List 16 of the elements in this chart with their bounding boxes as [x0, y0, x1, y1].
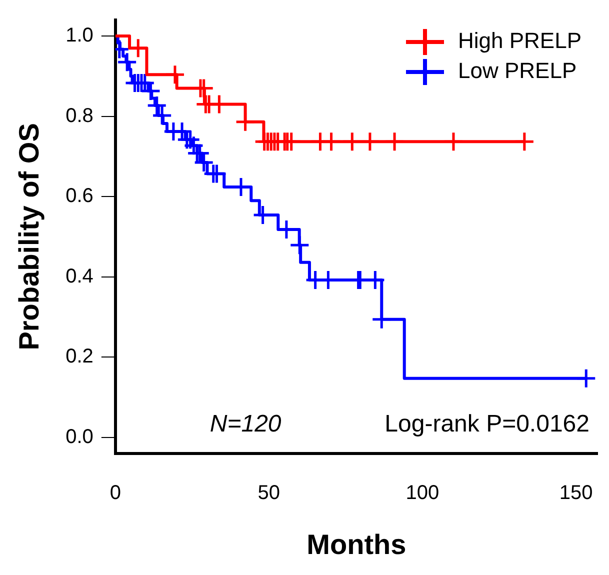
legend-label: High PRELP: [458, 28, 582, 54]
x-axis-title: Months: [306, 528, 406, 560]
y-tick-label: 0.0: [66, 426, 94, 448]
y-axis-title: Probability of OS: [14, 123, 45, 350]
y-tick-label: 0.8: [66, 104, 94, 127]
x-tick-label: 50: [258, 482, 280, 504]
y-tick-label: 0.2: [66, 346, 94, 368]
x-tick-label: 0: [110, 482, 121, 504]
y-tick-label: 0.6: [66, 185, 94, 208]
legend-label: Low PRELP: [458, 58, 577, 84]
annotation: Log-rank P=0.0162: [384, 410, 590, 438]
x-tick-label: 150: [559, 482, 593, 504]
y-tick-label: 1.0: [66, 24, 94, 47]
y-tick-label: 0.4: [66, 265, 94, 288]
x-tick-label: 100: [406, 482, 440, 504]
annotation: N=120: [210, 410, 282, 438]
